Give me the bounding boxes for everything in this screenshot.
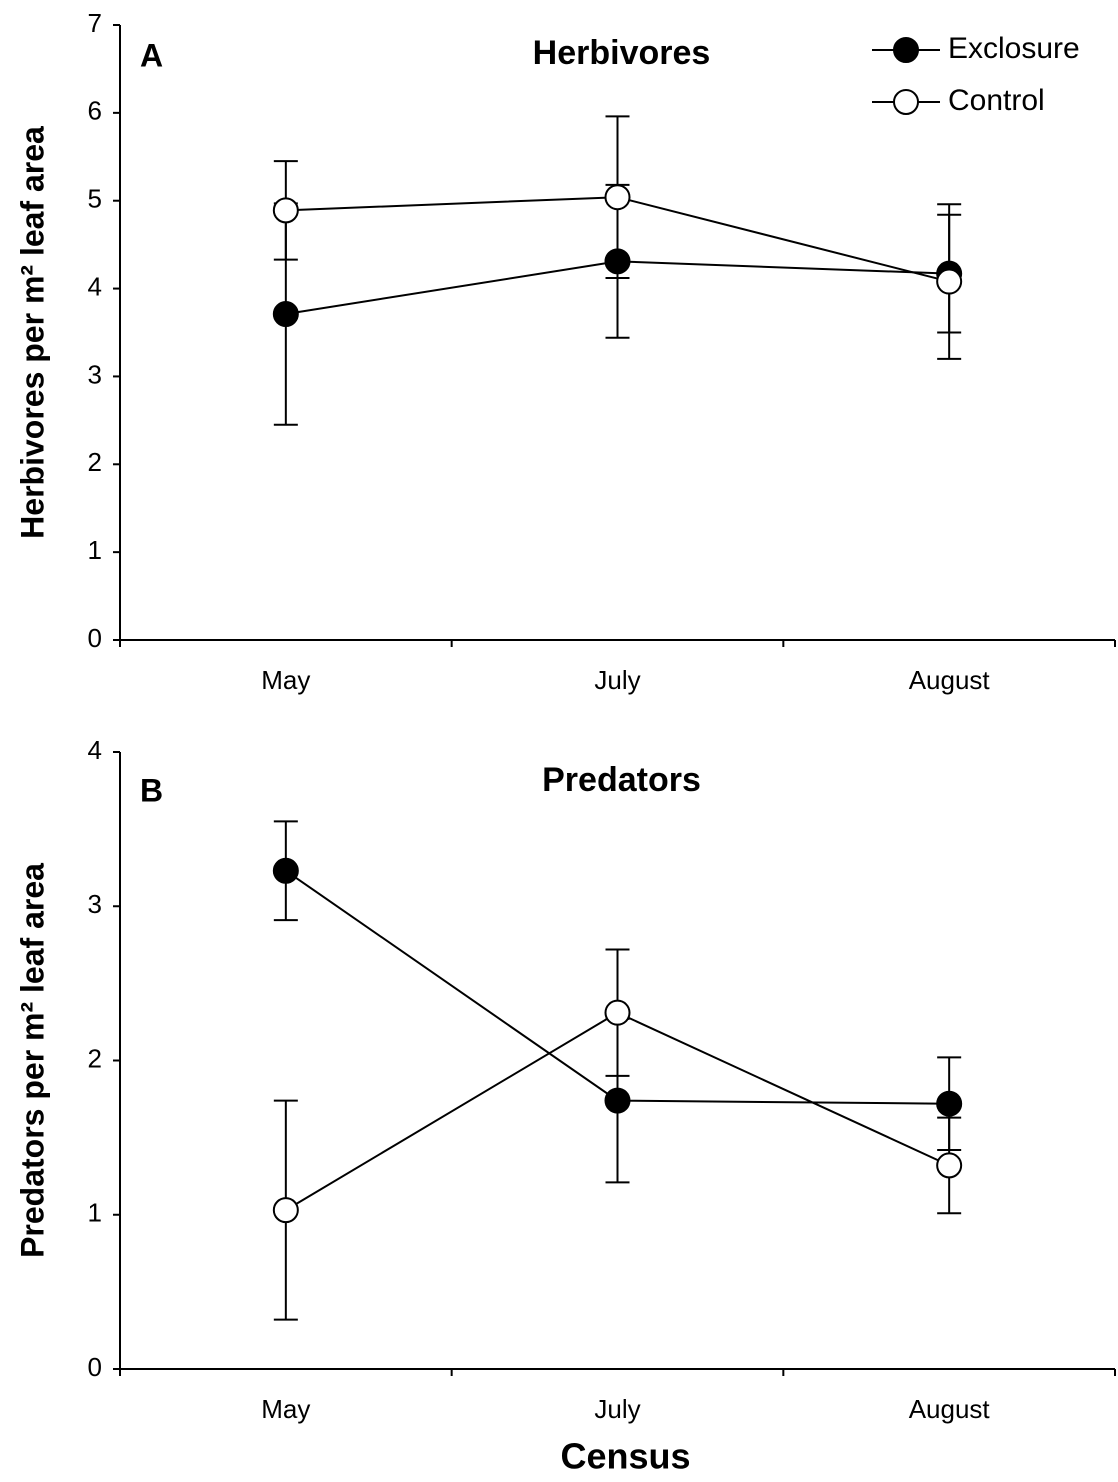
y-tick-label: 2 (88, 447, 102, 477)
legend-marker (893, 37, 919, 63)
y-tick-label: 4 (88, 735, 102, 765)
marker (272, 857, 299, 884)
y-tick-label: 7 (88, 8, 102, 38)
y-tick-label: 4 (88, 271, 102, 301)
y-tick-label: 1 (88, 535, 102, 565)
y-tick-label: 3 (88, 889, 102, 919)
marker (604, 999, 631, 1026)
legend-label: Exclosure (948, 32, 1080, 65)
y-tick-label: 1 (88, 1198, 102, 1228)
y-tick-label: 0 (88, 1352, 102, 1382)
marker (272, 1197, 299, 1224)
marker (604, 184, 631, 211)
x-tick-label: July (594, 665, 640, 695)
y-tick-label: 0 (88, 623, 102, 653)
marker (604, 248, 631, 275)
marker (604, 1087, 631, 1114)
chart-title: Herbivores (533, 34, 711, 72)
panel-label: A (140, 37, 163, 73)
y-tick-label: 5 (88, 184, 102, 214)
y-tick-label: 6 (88, 96, 102, 126)
marker (936, 268, 963, 295)
marker (272, 197, 299, 224)
x-axis-label: Census (560, 1436, 690, 1477)
marker (936, 1090, 963, 1117)
legend-label: Control (948, 84, 1045, 117)
marker (272, 301, 299, 328)
x-tick-label: May (261, 1394, 310, 1424)
y-axis-label: Herbivores per m² leaf area (14, 126, 50, 539)
panel-label: B (140, 772, 163, 808)
marker (936, 1152, 963, 1179)
chart-title: Predators (542, 761, 701, 799)
x-tick-label: August (909, 1394, 991, 1424)
x-tick-label: May (261, 665, 310, 695)
y-tick-label: 2 (88, 1043, 102, 1073)
legend-marker (893, 89, 919, 115)
x-tick-label: August (909, 665, 991, 695)
x-tick-label: July (594, 1394, 640, 1424)
y-axis-label: Predators per m² leaf area (14, 863, 50, 1258)
y-tick-label: 3 (88, 359, 102, 389)
